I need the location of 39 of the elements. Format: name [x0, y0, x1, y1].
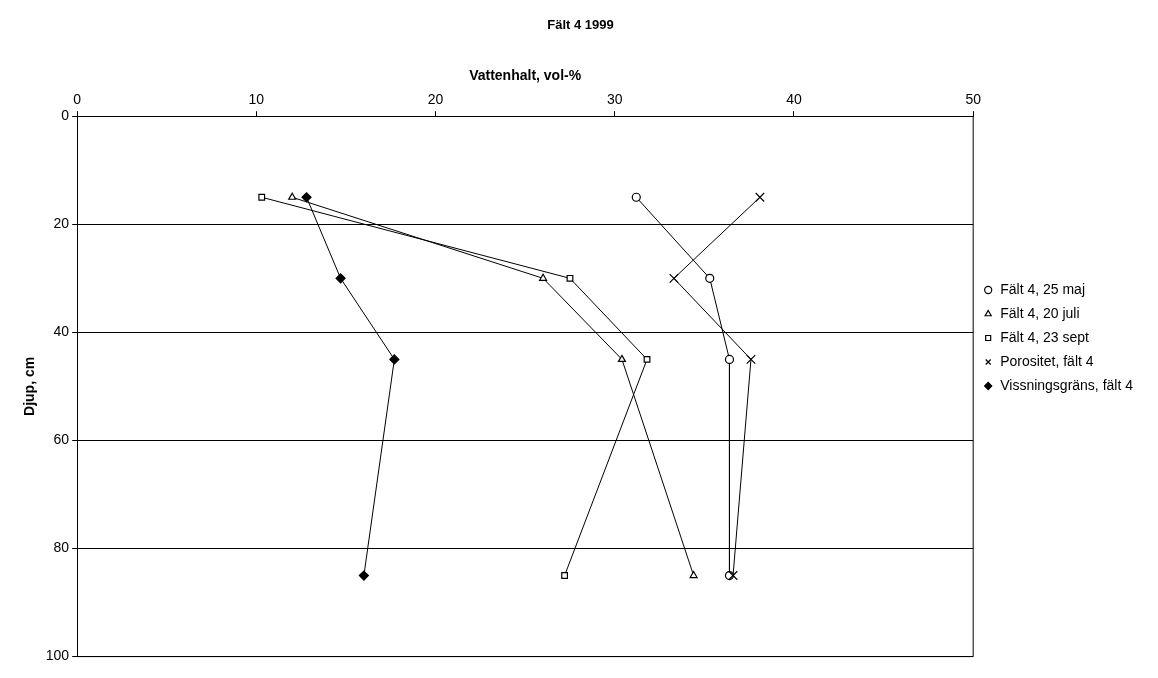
y-tick-label: 80 [53, 539, 70, 556]
point [617, 354, 627, 362]
point [728, 570, 738, 581]
point [288, 192, 297, 200]
point [689, 570, 698, 579]
x-tick-label: 10 [248, 90, 265, 107]
x-tick-label: 0 [73, 90, 82, 107]
legend-label: Fält 4, 25 maj [1000, 280, 1086, 297]
point [539, 273, 548, 281]
x-tick-label: 30 [606, 90, 623, 107]
legend-label: Vissningsgräns, fält 4 [1000, 376, 1134, 393]
y-tick-label: 20 [53, 215, 70, 232]
legend-label: Fält 4, 20 juli [1000, 304, 1080, 321]
point [643, 355, 651, 363]
point [669, 273, 679, 284]
point [566, 274, 574, 282]
y-axis-title: Djup, cm [21, 356, 38, 416]
point [258, 193, 266, 201]
point [755, 192, 765, 203]
point [746, 354, 756, 365]
y-tick-label: 40 [53, 323, 70, 340]
point [335, 273, 346, 284]
x-tick-label: 20 [427, 90, 444, 107]
y-tick-label: 0 [61, 107, 70, 124]
point [561, 572, 569, 579]
legend-label: Fält 4, 23 sept [1000, 328, 1090, 345]
legend-label: Porositet, fält 4 [1000, 352, 1094, 369]
x-tick-label: 50 [965, 90, 982, 107]
y-tick-label: 60 [53, 431, 70, 448]
x-tick-label: 40 [786, 90, 802, 107]
x-axis-title: Vattenhalt, vol-% [469, 66, 582, 83]
point [358, 570, 369, 581]
chart-title: Fält 4 1999 [547, 17, 614, 33]
point [705, 273, 715, 283]
point [301, 192, 312, 203]
point [389, 354, 400, 365]
point [724, 354, 735, 364]
point [631, 192, 641, 202]
y-tick-label: 100 [45, 647, 70, 664]
